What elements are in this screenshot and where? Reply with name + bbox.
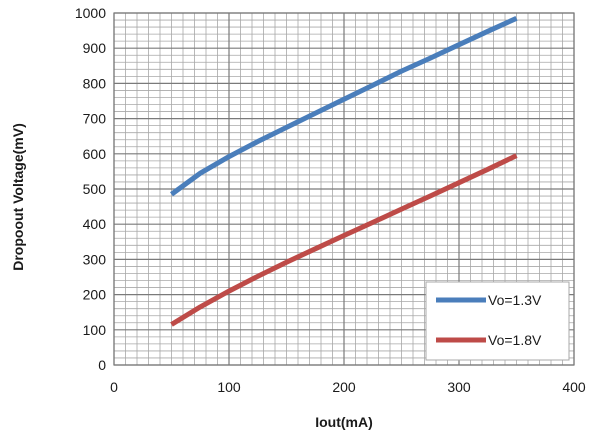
y-tick-label: 1000 — [75, 5, 106, 21]
y-axis-ticks: 0 100 200 300 400 500 600 700 800 900 1000 — [75, 5, 106, 373]
x-tick-label: 0 — [110, 379, 118, 395]
major-grid — [113, 12, 575, 366]
legend-box — [425, 281, 570, 361]
y-tick-label: 200 — [83, 287, 107, 303]
legend-label-2: Vo=1.8V — [488, 332, 542, 348]
series-line-1 — [170, 16, 518, 197]
y-tick-label: 100 — [83, 322, 107, 338]
y-tick-label: 300 — [83, 251, 107, 267]
y-tick-label: 900 — [83, 40, 107, 56]
y-axis-title: Dropoout Voltage(mV) — [10, 123, 26, 271]
x-tick-label: 100 — [217, 379, 241, 395]
y-tick-label: 0 — [98, 357, 106, 373]
legend: Vo=1.3V Vo=1.8V — [425, 281, 570, 361]
x-axis-title: Iout(mA) — [315, 414, 373, 430]
y-tick-label: 800 — [83, 75, 107, 91]
x-tick-label: 300 — [447, 379, 471, 395]
x-tick-label: 200 — [332, 379, 356, 395]
series-line-2 — [170, 153, 518, 327]
x-axis-ticks: 0 100 200 300 400 — [110, 379, 586, 395]
x-tick-label: 400 — [562, 379, 586, 395]
legend-label-1: Vo=1.3V — [488, 292, 542, 308]
y-tick-label: 700 — [83, 111, 107, 127]
y-tick-label: 400 — [83, 216, 107, 232]
y-tick-label: 500 — [83, 181, 107, 197]
series-layer — [170, 16, 518, 327]
plot-border — [113, 12, 575, 366]
y-tick-label: 600 — [83, 146, 107, 162]
